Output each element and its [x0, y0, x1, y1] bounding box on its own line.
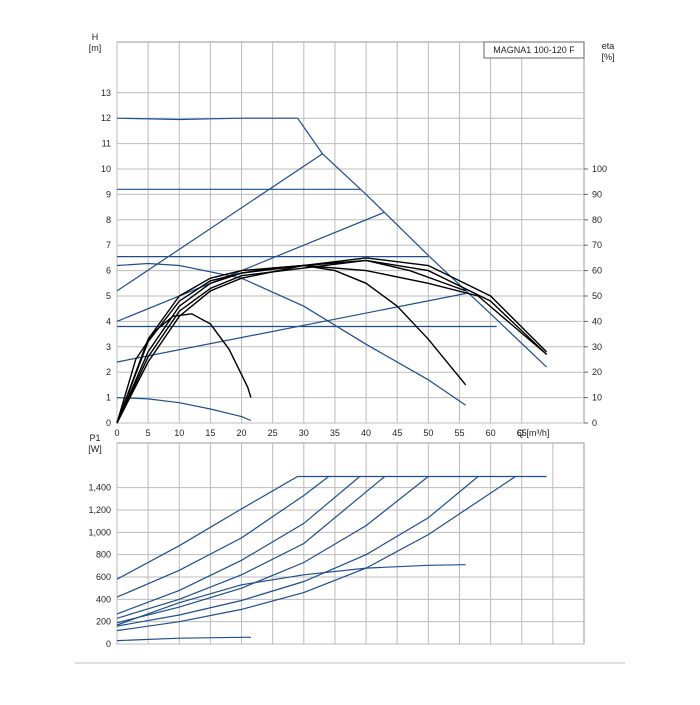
x-tick-label: 50 [423, 428, 433, 438]
curve [116, 259, 548, 424]
curve [116, 476, 479, 627]
curve [116, 292, 466, 363]
curve [116, 476, 429, 624]
y-axis-label: H [92, 32, 99, 42]
curve [116, 476, 361, 615]
x-tick-label: 65 [517, 428, 527, 438]
y-tick-label: 2 [106, 367, 111, 377]
y-tick-label: 800 [96, 550, 111, 560]
y2-tick-label: 70 [592, 240, 602, 250]
y2-tick-label: 20 [592, 367, 602, 377]
y2-tick-label: 60 [592, 266, 602, 276]
x-tick-label: 45 [392, 428, 402, 438]
x-tick-label: 10 [174, 428, 184, 438]
y-tick-label: 3 [106, 342, 111, 352]
y-tick-label: 7 [106, 240, 111, 250]
y2-tick-label: 80 [592, 215, 602, 225]
curve [116, 153, 323, 292]
y-tick-label: 1 [106, 393, 111, 403]
curve [116, 397, 252, 422]
curve [116, 264, 548, 424]
curve [116, 636, 251, 642]
curve [116, 211, 385, 322]
x-tick-label: 35 [330, 428, 340, 438]
curve [116, 475, 547, 580]
x-tick-label: 40 [361, 428, 371, 438]
x-tick-label: 0 [114, 428, 119, 438]
y-axis-label: P1 [89, 433, 100, 443]
curve [116, 257, 548, 424]
x-tick-label: 20 [237, 428, 247, 438]
y-tick-label: 1,000 [88, 527, 111, 537]
y-tick-label: 400 [96, 594, 111, 604]
y2-tick-label: 50 [592, 291, 602, 301]
x-axis-label: Q [m³/h] [517, 428, 550, 438]
x-tick-label: 60 [486, 428, 496, 438]
y2-tick-label: 40 [592, 316, 602, 326]
y-tick-label: 200 [96, 617, 111, 627]
curve [116, 476, 386, 619]
plot-area [116, 442, 585, 645]
y-tick-label: 9 [106, 189, 111, 199]
y-tick-label: 4 [106, 316, 111, 326]
x-tick-label: 25 [268, 428, 278, 438]
curve [116, 262, 467, 406]
title-box [483, 41, 585, 59]
y2-tick-label: 10 [592, 393, 602, 403]
y-tick-label: 600 [96, 572, 111, 582]
curve [116, 564, 466, 626]
y-tick-label: 10 [101, 164, 111, 174]
curve [116, 313, 252, 424]
chart-title: MAGNA1 100-120 F [493, 45, 575, 55]
y2-tick-label: 90 [592, 189, 602, 199]
y2-tick-label: 0 [592, 418, 597, 428]
y-tick-label: 1,400 [88, 483, 111, 493]
y2-tick-label: 30 [592, 342, 602, 352]
y-tick-label: 0 [106, 418, 111, 428]
y-tick-label: 1,200 [88, 505, 111, 515]
y-tick-label: 8 [106, 215, 111, 225]
x-tick-label: 55 [454, 428, 464, 438]
y2-tick-label: 100 [592, 164, 607, 174]
curve [116, 476, 330, 598]
y2-axis-label: eta [602, 41, 615, 51]
y-tick-label: 0 [106, 639, 111, 649]
y-axis-label: [W] [88, 444, 102, 454]
y-tick-label: 6 [106, 266, 111, 276]
y-tick-label: 5 [106, 291, 111, 301]
plot-area [116, 41, 585, 424]
y-axis-label: [m] [89, 43, 102, 53]
y2-axis-label: [%] [601, 52, 614, 62]
curve [116, 259, 466, 424]
x-tick-label: 15 [205, 428, 215, 438]
y-tick-label: 12 [101, 113, 111, 123]
curve [116, 476, 516, 632]
y-tick-label: 11 [102, 139, 111, 149]
x-tick-label: 30 [299, 428, 309, 438]
x-tick-label: 5 [146, 428, 151, 438]
y-tick-label: 13 [101, 88, 111, 98]
